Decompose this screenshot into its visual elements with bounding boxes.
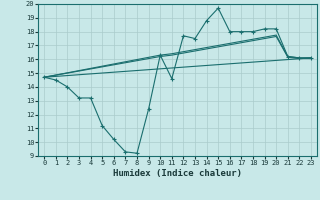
X-axis label: Humidex (Indice chaleur): Humidex (Indice chaleur) [113, 169, 242, 178]
